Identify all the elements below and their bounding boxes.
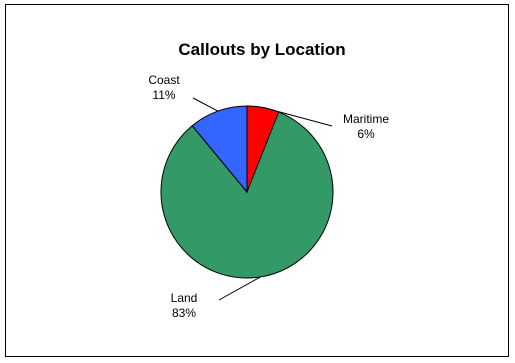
leader-line-coast [192, 97, 219, 112]
chart-frame: Callouts by Location Maritime 6% Land 83% Co… [5, 4, 509, 357]
slice-label-coast: Coast [148, 73, 180, 87]
pie-slices [160, 105, 334, 279]
slice-value-land: 83% [172, 306, 196, 320]
pie-slice-land [160, 111, 334, 279]
leader-line-maritime [262, 107, 333, 127]
chart-title: Callouts by Location [178, 40, 345, 59]
slice-label-land: Land [171, 291, 198, 305]
slice-label-maritime: Maritime [343, 112, 389, 126]
slice-value-maritime: 6% [357, 127, 375, 141]
slice-value-coast: 11% [152, 88, 175, 102]
leader-line-land [218, 276, 261, 301]
pie-slice-coast [191, 105, 248, 194]
